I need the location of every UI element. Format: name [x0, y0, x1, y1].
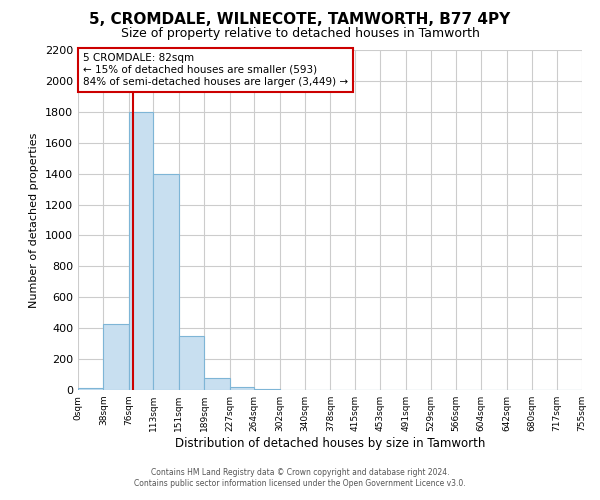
Bar	[204, 378, 230, 390]
Text: Contains HM Land Registry data © Crown copyright and database right 2024.
Contai: Contains HM Land Registry data © Crown c…	[134, 468, 466, 487]
X-axis label: Distribution of detached houses by size in Tamworth: Distribution of detached houses by size …	[175, 437, 485, 450]
Bar	[78, 388, 103, 390]
Bar	[230, 387, 254, 390]
Bar	[254, 389, 280, 390]
Bar	[129, 112, 154, 390]
Bar	[103, 324, 129, 390]
Text: 5 CROMDALE: 82sqm
← 15% of detached houses are smaller (593)
84% of semi-detache: 5 CROMDALE: 82sqm ← 15% of detached hous…	[83, 54, 348, 86]
Bar	[154, 174, 179, 390]
Text: Size of property relative to detached houses in Tamworth: Size of property relative to detached ho…	[121, 28, 479, 40]
Text: 5, CROMDALE, WILNECOTE, TAMWORTH, B77 4PY: 5, CROMDALE, WILNECOTE, TAMWORTH, B77 4P…	[89, 12, 511, 28]
Bar	[179, 336, 204, 390]
Y-axis label: Number of detached properties: Number of detached properties	[29, 132, 40, 308]
